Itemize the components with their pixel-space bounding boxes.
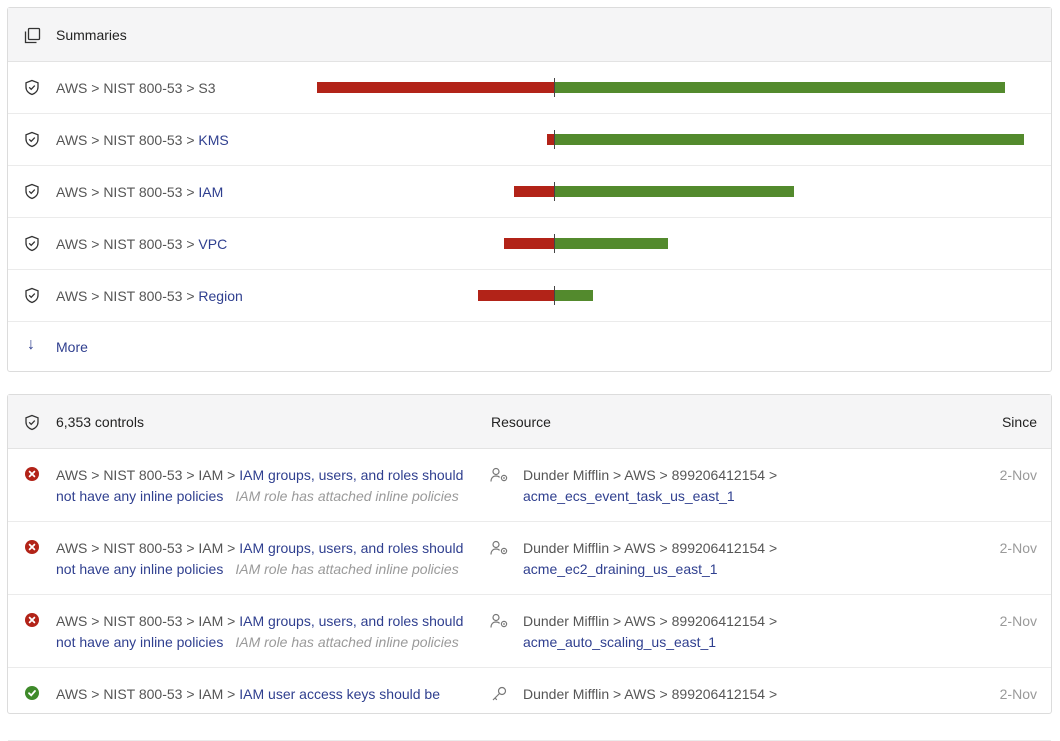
bar-axis — [554, 286, 555, 305]
resource-link[interactable]: acme_ecs_event_task_us_east_1 — [523, 488, 735, 504]
more-link[interactable]: More — [56, 339, 88, 355]
arrow-down-icon: ↓ — [27, 336, 35, 353]
summary-name: S3 — [198, 80, 216, 96]
summary-breadcrumb: AWS > NIST 800-53 > IAM — [56, 183, 223, 201]
shield-check-icon — [24, 79, 40, 96]
control-reason: IAM role has attached inline policies — [235, 634, 459, 650]
summary-prefix: AWS > NIST 800-53 > — [56, 288, 199, 304]
bar-axis — [554, 130, 555, 149]
shield-check-icon — [24, 131, 40, 148]
control-prefix: AWS > NIST 800-53 > IAM > — [56, 540, 240, 556]
ok-bar[interactable] — [554, 82, 1005, 93]
control-row[interactable]: AWS > NIST 800-53 > IAM > IAM groups, us… — [8, 595, 1051, 668]
control-reason: IAM role has attached inline policies — [235, 488, 459, 504]
summary-row[interactable]: AWS > NIST 800-53 > Region — [8, 270, 1051, 322]
bar-axis — [554, 182, 555, 201]
iam-role-icon — [490, 467, 510, 483]
alarm-status-icon — [25, 467, 39, 481]
alarm-bar[interactable] — [504, 238, 554, 249]
controls-panel: 6,353 controls Resource Since AWS > NIST… — [7, 394, 1052, 741]
since-date: 2-Nov — [999, 686, 1037, 702]
resource-column-header[interactable]: Resource — [491, 414, 551, 430]
control-row[interactable]: AWS > NIST 800-53 > IAM > IAM groups, us… — [8, 449, 1051, 522]
summary-row[interactable]: AWS > NIST 800-53 > KMS — [8, 114, 1051, 166]
summary-prefix: AWS > NIST 800-53 > — [56, 80, 199, 96]
resource-breadcrumb: Dunder Mifflin > AWS > 899206412154 > ac… — [523, 465, 823, 507]
summary-prefix: AWS > NIST 800-53 > — [56, 236, 199, 252]
control-title-link[interactable]: IAM groups, users, and roles should not … — [56, 540, 464, 577]
summary-name[interactable]: KMS — [198, 132, 229, 148]
key-icon — [490, 686, 510, 702]
resource-breadcrumb: Dunder Mifflin > AWS > 899206412154 > ac… — [523, 611, 823, 653]
summaries-panel: Summaries AWS > NIST 800-53 > S3 AWS > NI… — [7, 7, 1052, 372]
summary-prefix: AWS > NIST 800-53 > — [56, 132, 199, 148]
ok-bar[interactable] — [554, 186, 794, 197]
summary-row[interactable]: AWS > NIST 800-53 > VPC — [8, 218, 1051, 270]
alarm-status-icon — [25, 613, 39, 627]
controls-header: 6,353 controls Resource Since — [8, 395, 1051, 449]
ok-bar[interactable] — [554, 290, 593, 301]
shield-check-icon — [24, 183, 40, 200]
resource-prefix: Dunder Mifflin > AWS > 899206412154 > — [523, 467, 778, 483]
summary-name[interactable]: Region — [198, 288, 243, 304]
bar-axis — [554, 78, 555, 97]
shield-check-icon — [24, 287, 40, 304]
control-title-link[interactable]: IAM groups, users, and roles should not … — [56, 613, 464, 650]
resource-link[interactable]: acme_auto_scaling_us_east_1 — [523, 634, 717, 650]
iam-role-icon — [490, 540, 510, 556]
control-prefix: AWS > NIST 800-53 > IAM > — [56, 686, 240, 702]
summary-name[interactable]: VPC — [198, 236, 228, 252]
control-prefix: AWS > NIST 800-53 > IAM > — [56, 613, 240, 629]
resource-prefix: Dunder Mifflin > AWS > 899206412154 > — [523, 686, 778, 702]
summary-name[interactable]: IAM — [198, 184, 224, 200]
shield-check-icon — [24, 235, 40, 252]
more-row[interactable]: ↓ More — [8, 322, 1051, 371]
alarm-status-icon — [25, 540, 39, 554]
summary-breadcrumb: AWS > NIST 800-53 > VPC — [56, 235, 227, 253]
ok-bar[interactable] — [554, 134, 1024, 145]
resource-link[interactable]: acme_ec2_draining_us_east_1 — [523, 561, 718, 577]
control-breadcrumb: AWS > NIST 800-53 > IAM > IAM groups, us… — [56, 611, 476, 653]
summary-breadcrumb: AWS > NIST 800-53 > S3 — [56, 79, 216, 97]
summary-prefix: AWS > NIST 800-53 > — [56, 184, 199, 200]
control-reason: IAM role has attached inline policies — [235, 561, 459, 577]
summary-row[interactable]: AWS > NIST 800-53 > IAM — [8, 166, 1051, 218]
controls-count: 6,353 controls — [56, 414, 144, 430]
since-column-header[interactable]: Since — [1001, 414, 1037, 430]
since-date: 2-Nov — [999, 467, 1037, 483]
control-breadcrumb: AWS > NIST 800-53 > IAM > IAM groups, us… — [56, 465, 476, 507]
controls-list: AWS > NIST 800-53 > IAM > IAM groups, us… — [8, 449, 1051, 741]
alarm-bar[interactable] — [317, 82, 554, 93]
ok-status-icon — [25, 686, 39, 700]
control-row[interactable]: AWS > NIST 800-53 > IAM > IAM groups, us… — [8, 522, 1051, 595]
since-date: 2-Nov — [999, 613, 1037, 629]
summary-breadcrumb: AWS > NIST 800-53 > Region — [56, 287, 243, 305]
resource-prefix: Dunder Mifflin > AWS > 899206412154 > — [523, 613, 778, 629]
control-breadcrumb: AWS > NIST 800-53 > IAM > IAM groups, us… — [56, 538, 476, 580]
summary-list: AWS > NIST 800-53 > S3 AWS > NIST 800-53 … — [8, 62, 1051, 322]
control-title-link[interactable]: IAM groups, users, and roles should not … — [56, 467, 464, 504]
control-breadcrumb: AWS > NIST 800-53 > IAM > IAM user acces… — [56, 684, 476, 705]
alarm-bar[interactable] — [547, 134, 554, 145]
summaries-title: Summaries — [56, 27, 127, 43]
copy-icon — [24, 27, 41, 44]
control-title-link[interactable]: IAM user access keys should be — [239, 686, 441, 702]
iam-role-icon — [490, 613, 510, 629]
resource-prefix: Dunder Mifflin > AWS > 899206412154 > — [523, 540, 778, 556]
resource-breadcrumb: Dunder Mifflin > AWS > 899206412154 > — [523, 684, 823, 705]
shield-check-icon — [24, 414, 41, 431]
summary-row[interactable]: AWS > NIST 800-53 > S3 — [8, 62, 1051, 114]
since-date: 2-Nov — [999, 540, 1037, 556]
alarm-bar[interactable] — [478, 290, 554, 301]
bar-axis — [554, 234, 555, 253]
alarm-bar[interactable] — [514, 186, 554, 197]
ok-bar[interactable] — [554, 238, 668, 249]
control-row[interactable]: AWS > NIST 800-53 > IAM > IAM user acces… — [8, 668, 1051, 741]
control-prefix: AWS > NIST 800-53 > IAM > — [56, 467, 240, 483]
summaries-header: Summaries — [8, 8, 1051, 62]
summary-breadcrumb: AWS > NIST 800-53 > KMS — [56, 131, 229, 149]
resource-breadcrumb: Dunder Mifflin > AWS > 899206412154 > ac… — [523, 538, 823, 580]
